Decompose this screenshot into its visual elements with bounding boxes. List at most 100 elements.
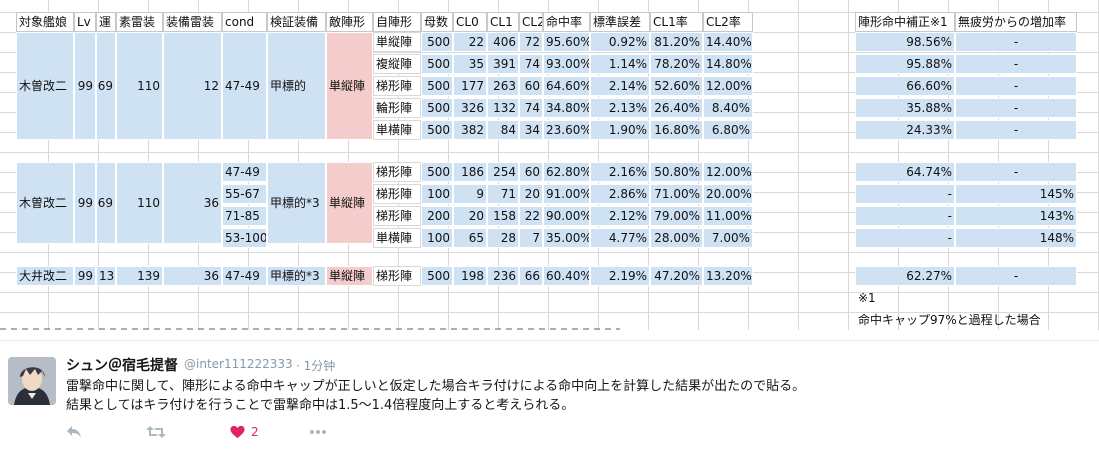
header-enemy-form: 敵陣形 <box>326 12 373 32</box>
group2-row-2-se: 2.12% <box>590 206 650 226</box>
g1-base-torp: 110 <box>116 32 163 140</box>
group1-row-4-se: 1.90% <box>590 120 650 140</box>
group2-row-1-se: 2.86% <box>590 184 650 204</box>
group1-row-2-formation: 梯形陣 <box>373 76 421 96</box>
group2-row-2-formation: 梯形陣 <box>373 206 421 226</box>
group2-row-1-cl1: 71 <box>487 184 519 204</box>
group2-row-1-cond: 55-67 <box>222 184 267 204</box>
header-increase-rate: 無疲労からの増加率 <box>955 12 1077 32</box>
group1-row-1-inc: - <box>955 54 1077 74</box>
group1-row-2-n: 500 <box>421 76 453 96</box>
group1-row-1-n: 500 <box>421 54 453 74</box>
group2-row-0-formation: 梯形陣 <box>373 162 421 182</box>
header-n: 母数 <box>421 12 453 32</box>
group1-row-1-formation: 複縦陣 <box>373 54 421 74</box>
g3-correction: 62.27% <box>855 266 955 286</box>
header-cl0: CL0 <box>453 12 487 32</box>
g1-enemy-formation: 単縦陣 <box>326 32 373 140</box>
group2-row-2-cl2: 22 <box>519 206 543 226</box>
group2-row-1-cl2r: 20.00% <box>703 184 753 204</box>
group2-row-0-cl2: 60 <box>519 162 543 182</box>
g2-luck: 69 <box>96 162 116 244</box>
g3-own-formation: 梯形陣 <box>373 266 421 286</box>
g3-cl2: 66 <box>519 266 543 286</box>
group2-row-1-n: 100 <box>421 184 453 204</box>
group1-row-0-cl2r: 14.40% <box>703 32 753 52</box>
group2-row-2-inc: 143% <box>955 206 1077 226</box>
timestamp[interactable]: · 1分钟 <box>296 359 336 373</box>
username[interactable]: @inter111222333 <box>184 357 293 371</box>
avatar[interactable] <box>8 357 56 405</box>
tweet-text-line-1: 雷撃命中に関して、陣形による命中キャップが正しいと仮定した場合キラ付けによる命中… <box>66 379 806 394</box>
g1-lv: 99 <box>74 32 96 140</box>
group1-row-4-cl2r: 6.80% <box>703 120 753 140</box>
group2-row-0-hit: 62.80% <box>543 162 590 182</box>
group2-row-3-hit: 35.00% <box>543 228 590 248</box>
header-cl1: CL1 <box>487 12 519 32</box>
group1-row-3-formation: 輪形陣 <box>373 98 421 118</box>
header-hit: 命中率 <box>543 12 590 32</box>
g2-equip-torp: 36 <box>163 162 222 244</box>
group1-row-1-corr: 95.88% <box>855 54 955 74</box>
group2-row-3-corr: - <box>855 228 955 248</box>
like-button[interactable]: 2 <box>230 423 259 441</box>
group2-row-0-inc: - <box>955 162 1077 182</box>
group2-row-3-cl0: 65 <box>453 228 487 248</box>
group1-row-0-cl2: 72 <box>519 32 543 52</box>
group2-row-3-cl2: 7 <box>519 228 543 248</box>
reply-button[interactable] <box>66 423 82 441</box>
group2-row-2-cl1r: 79.00% <box>650 206 703 226</box>
group2-row-3-cond: 53-100 <box>222 228 267 248</box>
group1-row-0-formation: 単縦陣 <box>373 32 421 52</box>
group1-row-3-cl0: 326 <box>453 98 487 118</box>
group2-row-0-cl0: 186 <box>453 162 487 182</box>
group2-row-3-cl2r: 7.00% <box>703 228 753 248</box>
group1-row-4-inc: - <box>955 120 1077 140</box>
group1-row-0-se: 0.92% <box>590 32 650 52</box>
group1-row-0-inc: - <box>955 32 1077 52</box>
retweet-icon <box>146 426 166 438</box>
more-icon <box>310 430 326 434</box>
group1-row-3-hit: 34.80% <box>543 98 590 118</box>
g3-ship: 大井改二 <box>16 266 74 286</box>
group2-row-0-cl1r: 50.80% <box>650 162 703 182</box>
g3-lv: 99 <box>74 266 96 286</box>
retweet-button[interactable] <box>146 423 166 441</box>
group1-row-2-inc: - <box>955 76 1077 96</box>
g3-se: 2.19% <box>590 266 650 286</box>
group1-row-1-cl2: 74 <box>519 54 543 74</box>
group1-row-3-se: 2.13% <box>590 98 650 118</box>
g3-cl1: 236 <box>487 266 519 286</box>
g3-luck: 13 <box>96 266 116 286</box>
group1-row-4-cl0: 382 <box>453 120 487 140</box>
group2-row-3-formation: 単横陣 <box>373 228 421 248</box>
display-name[interactable]: シュン＠宿毛提督 <box>66 358 178 374</box>
g1-luck: 69 <box>96 32 116 140</box>
group1-row-4-cl2: 34 <box>519 120 543 140</box>
group2-row-1-corr: - <box>855 184 955 204</box>
group1-row-3-cl2r: 8.40% <box>703 98 753 118</box>
group2-row-0-cl2r: 12.00% <box>703 162 753 182</box>
group1-row-0-cl1: 406 <box>487 32 519 52</box>
group1-row-1-hit: 93.00% <box>543 54 590 74</box>
header-ship: 対象艦娘 <box>16 12 74 32</box>
g3-cond: 47-49 <box>222 266 267 286</box>
group2-row-1-formation: 梯形陣 <box>373 184 421 204</box>
group1-row-3-cl1r: 26.40% <box>650 98 703 118</box>
g3-base-torp: 139 <box>116 266 163 286</box>
header-own-form: 自陣形 <box>373 12 421 32</box>
group1-row-1-cl1r: 78.20% <box>650 54 703 74</box>
g2-lv: 99 <box>74 162 96 244</box>
group2-row-2-cond: 71-85 <box>222 206 267 226</box>
group2-row-2-cl0: 20 <box>453 206 487 226</box>
g3-increase: - <box>955 266 1077 286</box>
heart-icon <box>230 425 245 439</box>
footnote-text: 命中キャップ97%と過程した場合 <box>858 313 1041 327</box>
group1-row-0-corr: 98.56% <box>855 32 955 52</box>
header-cl2r: CL2率 <box>703 12 753 32</box>
header-lv: Lv <box>74 12 96 32</box>
group1-row-2-se: 2.14% <box>590 76 650 96</box>
header-equip-torp: 装備雷装 <box>163 12 222 32</box>
header-cond: cond <box>222 12 267 32</box>
more-button[interactable] <box>310 423 326 441</box>
